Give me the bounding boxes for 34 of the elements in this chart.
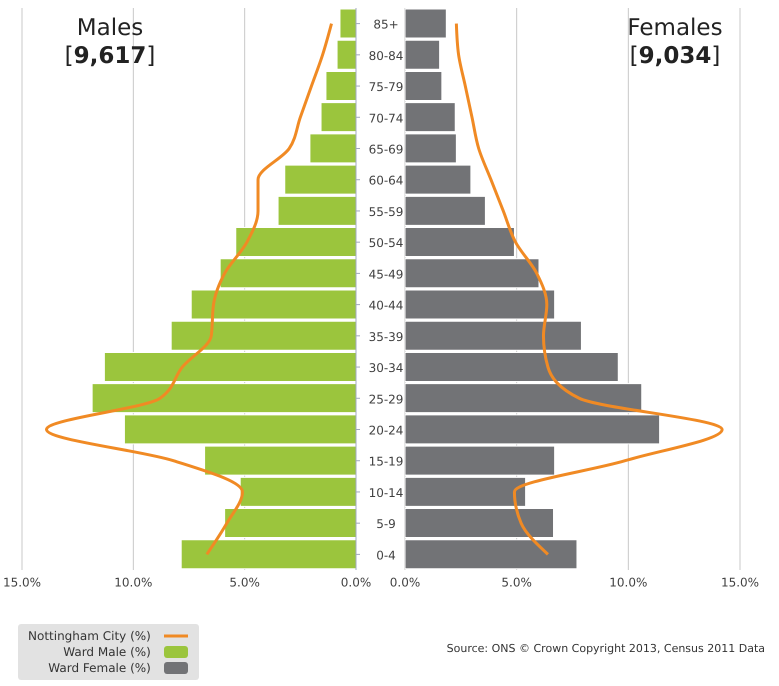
y-tick-label: 25-29	[368, 392, 404, 406]
x-tick-label: 0.0%	[340, 576, 372, 590]
source-note: Source: ONS © Crown Copyright 2013, Census 2011 Data	[446, 642, 765, 655]
y-tick-label: 75-79	[368, 80, 404, 94]
y-tick-label: 45-49	[368, 267, 404, 282]
y-tick-label: 20-24	[368, 424, 404, 438]
y-tick-label: 10-14	[368, 486, 404, 500]
y-tick-label: 85+	[373, 18, 399, 32]
legend-label: Ward Female (%)	[48, 661, 151, 675]
y-tick-label: 35-39	[368, 330, 404, 344]
x-tick-label: 15.0%	[2, 576, 42, 590]
x-tick-label: 5.0%	[501, 576, 532, 590]
y-tick-label: 0-4	[376, 548, 396, 562]
text: [9,617]	[64, 42, 156, 70]
y-tick-label: 70-74	[368, 111, 404, 126]
y-tick-label: 40-44	[368, 298, 404, 313]
chart-title: Males	[76, 14, 144, 42]
y-tick-label: 30-34	[368, 361, 404, 376]
x-tick-label: 5.0%	[229, 576, 260, 590]
y-tick-label: 65-69	[368, 142, 404, 156]
legend-label: Nottingham City (%)	[28, 629, 151, 643]
chart-title: Females	[626, 14, 724, 42]
y-tick-label: 60-64	[368, 174, 404, 188]
text: [9,034]	[628, 42, 722, 70]
x-tick-label: 10.0%	[609, 576, 648, 590]
y-tick-label: 50-54	[368, 236, 404, 250]
x-tick-label: 15.0%	[720, 576, 760, 590]
y-tick-label: 5-9	[376, 517, 396, 532]
legend-label: Ward Male (%)	[63, 645, 151, 659]
x-tick-label: 0.0%	[390, 576, 420, 590]
x-tick-label: 10.0%	[114, 576, 152, 590]
y-tick-label: 55-59	[368, 204, 404, 219]
y-tick-label: 15-19	[368, 454, 404, 469]
y-tick-label: 80-84	[368, 48, 404, 63]
